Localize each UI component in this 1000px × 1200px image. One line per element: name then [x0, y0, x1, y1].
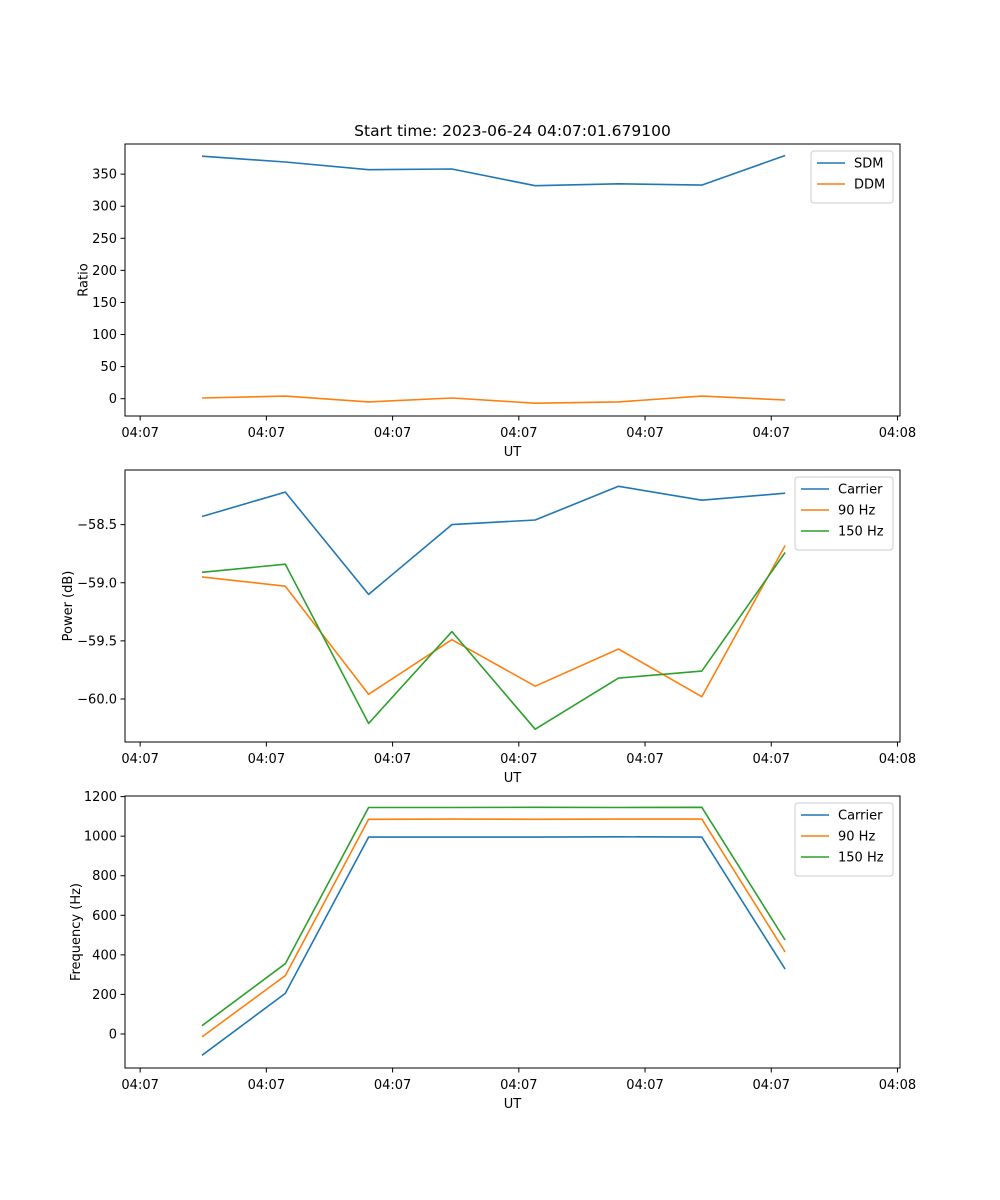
x-tick-label: 04:07: [248, 752, 285, 767]
x-tick-label: 04:08: [879, 752, 916, 767]
series-line-sdm: [201, 154, 786, 187]
y-tick-label: −59.0: [77, 576, 117, 591]
x-tick-label: 04:07: [248, 1078, 285, 1093]
y-axis-label: Power (dB): [61, 571, 76, 642]
y-tick-label: −60.0: [77, 692, 117, 707]
y-tick-label: 50: [100, 360, 117, 375]
legend: Carrier 90 Hz 150 Hz: [794, 476, 894, 551]
series-line-carrier: [201, 835, 786, 1056]
legend-entry: DDM: [854, 178, 885, 193]
legend-entry: SDM: [854, 157, 883, 172]
y-tick-label: 300: [92, 200, 117, 215]
chart-panels: 04:07 04:07 04:07 04:07 04:07 04:07 04:08 0 50 10…: [61, 143, 916, 1112]
legend-entry: Carrier: [838, 809, 883, 824]
y-tick-label: −58.5: [77, 518, 117, 533]
y-tick-label: 100: [92, 328, 117, 343]
legend-entry: 150 Hz: [838, 525, 884, 540]
chart-panel-3: 04:07 04:07 04:07 04:07 04:07 04:07 04:08 0 200 4…: [69, 790, 916, 1112]
y-tick-label: −59.5: [77, 634, 117, 649]
axes-frame: [124, 795, 901, 1069]
x-tick-label: 04:07: [121, 426, 158, 441]
legend-entry: 90 Hz: [838, 504, 875, 519]
x-tick-label: 04:07: [500, 752, 537, 767]
axes-frame: [124, 469, 901, 743]
chart-panel-1: 04:07 04:07 04:07 04:07 04:07 04:07 04:08 0 50 10…: [77, 143, 916, 460]
y-tick-label: 150: [92, 296, 117, 311]
y-tick-label: 250: [92, 232, 117, 247]
figure-title: Start time: 2023-06-24 04:07:01.679100: [354, 122, 671, 140]
y-tick-label: 350: [92, 168, 117, 183]
x-tick-label: 04:07: [121, 752, 158, 767]
legend-entry: Carrier: [838, 483, 883, 498]
x-tick-label: 04:08: [879, 426, 916, 441]
series-line-ddm: [201, 395, 786, 405]
x-tick-label: 04:07: [626, 752, 663, 767]
y-tick-label: 800: [92, 869, 117, 884]
series-line-90-hz: [201, 545, 786, 698]
x-tick-label: 04:07: [753, 426, 790, 441]
chart-panel-2: 04:07 04:07 04:07 04:07 04:07 04:07 04:08 −60.0…: [61, 469, 916, 786]
y-tick-label: 400: [92, 948, 117, 963]
x-tick-label: 04:08: [879, 1078, 916, 1093]
legend-box: [810, 150, 894, 204]
x-axis-label: UT: [504, 771, 522, 786]
y-tick-label: 1200: [84, 790, 117, 805]
y-tick-label: 200: [92, 988, 117, 1003]
y-tick-label: 0: [109, 392, 117, 407]
y-tick-label: 600: [92, 909, 117, 924]
x-tick-label: 04:07: [374, 1078, 411, 1093]
x-tick-label: 04:07: [121, 1078, 158, 1093]
x-tick-label: 04:07: [374, 426, 411, 441]
x-axis-label: UT: [504, 1097, 522, 1112]
axes-frame: [124, 143, 901, 417]
x-tick-label: 04:07: [626, 1078, 663, 1093]
y-tick-label: 1000: [84, 830, 117, 845]
x-axis-label: UT: [504, 445, 522, 460]
series-line-150-hz: [201, 552, 786, 731]
x-tick-label: 04:07: [500, 426, 537, 441]
series-line-carrier: [201, 485, 786, 596]
y-axis-label: Ratio: [77, 263, 92, 296]
y-tick-label: 0: [109, 1027, 117, 1042]
series-line-150-hz: [201, 806, 786, 1027]
x-tick-label: 04:07: [374, 752, 411, 767]
series-line-90-hz: [201, 818, 786, 1038]
legend-entry: 90 Hz: [838, 830, 875, 845]
x-tick-label: 04:07: [753, 752, 790, 767]
y-tick-label: 200: [92, 264, 117, 279]
x-tick-label: 04:07: [626, 426, 663, 441]
legend-entry: 150 Hz: [838, 851, 884, 866]
y-axis-label: Frequency (Hz): [69, 883, 84, 981]
legend: SDM DDM: [810, 150, 894, 204]
x-tick-label: 04:07: [753, 1078, 790, 1093]
x-tick-label: 04:07: [500, 1078, 537, 1093]
x-tick-label: 04:07: [248, 426, 285, 441]
legend: Carrier 90 Hz 150 Hz: [794, 802, 894, 877]
